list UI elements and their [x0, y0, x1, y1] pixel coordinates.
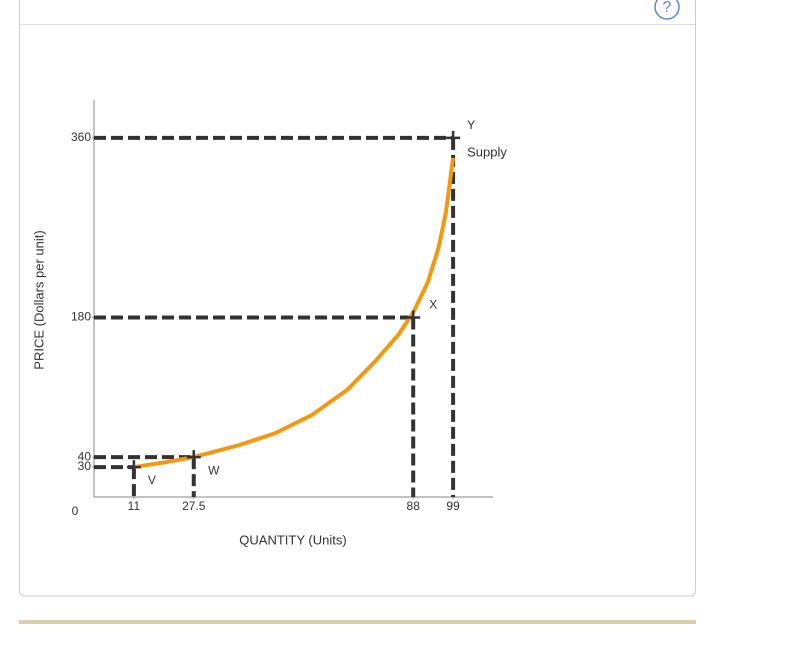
point-marker — [186, 450, 201, 465]
origin-label: 0 — [72, 504, 79, 518]
point-label: X — [429, 298, 437, 312]
help-button[interactable] — [654, 0, 680, 20]
help-icon[interactable]: ? — [663, 0, 672, 16]
point-label: Y — [467, 118, 475, 132]
y-tick-label: 40 — [78, 449, 92, 463]
point-label: V — [148, 473, 156, 487]
series-label: Supply — [467, 144, 507, 159]
y-tick-label: 180 — [71, 310, 91, 324]
y-tick-label: 30 — [78, 459, 92, 473]
footer-bar — [19, 620, 696, 624]
supply-curve — [133, 157, 456, 470]
point-marker — [406, 310, 421, 325]
x-axis-title: QUANTITY (Units) — [239, 532, 346, 547]
x-tick-label: 11 — [128, 499, 141, 513]
x-tick-label: 27.5 — [182, 499, 206, 513]
x-tick-label: 99 — [446, 499, 460, 513]
point-marker — [126, 460, 141, 475]
y-axis-title: PRICE (Dollars per unit) — [31, 230, 46, 369]
y-tick-label: 360 — [71, 130, 91, 144]
x-tick-label: 88 — [407, 499, 421, 513]
point-label: W — [208, 463, 220, 477]
point-marker — [446, 130, 461, 145]
panel — [19, 0, 696, 597]
